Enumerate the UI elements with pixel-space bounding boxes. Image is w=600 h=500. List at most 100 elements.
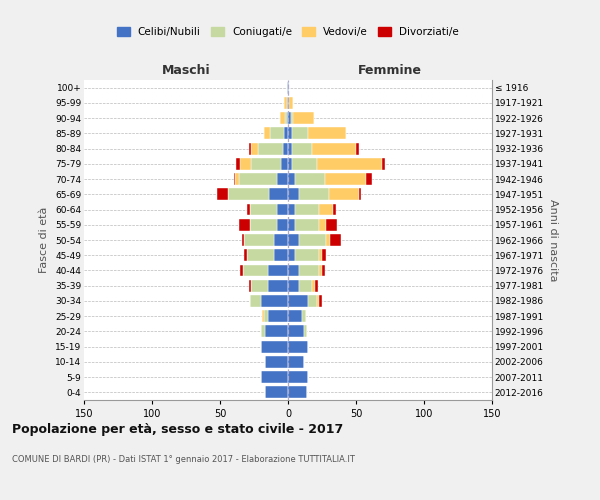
Bar	[288, 142, 292, 154]
Bar	[262, 310, 263, 322]
Bar	[263, 128, 271, 140]
Bar	[317, 295, 319, 307]
Bar	[250, 204, 277, 216]
Bar	[288, 97, 289, 109]
Bar	[325, 173, 365, 185]
Bar	[247, 204, 250, 216]
Bar	[317, 158, 382, 170]
Bar	[315, 280, 318, 291]
Bar	[295, 250, 319, 261]
Bar	[319, 204, 333, 216]
Bar	[288, 204, 295, 216]
Bar	[251, 280, 268, 291]
Bar	[322, 264, 325, 276]
Bar	[217, 188, 228, 200]
Bar	[293, 112, 314, 124]
Bar	[265, 326, 288, 338]
Bar	[288, 250, 295, 261]
Bar	[235, 173, 239, 185]
Bar	[285, 112, 287, 124]
Bar	[295, 204, 319, 216]
Bar	[241, 158, 251, 170]
Bar	[261, 326, 265, 338]
Bar	[263, 310, 268, 322]
Bar	[319, 295, 322, 307]
Bar	[274, 250, 288, 261]
Bar	[288, 128, 292, 140]
Bar	[288, 280, 299, 291]
Bar	[277, 219, 288, 230]
Bar	[250, 219, 277, 230]
Bar	[292, 142, 313, 154]
Bar	[304, 326, 307, 338]
Bar	[241, 264, 243, 276]
Bar	[299, 264, 319, 276]
Bar	[239, 219, 250, 230]
Bar	[261, 340, 288, 352]
Bar	[268, 280, 288, 291]
Text: Maschi: Maschi	[161, 64, 211, 77]
Bar	[271, 128, 284, 140]
Y-axis label: Anni di nascita: Anni di nascita	[548, 198, 558, 281]
Bar	[299, 280, 313, 291]
Legend: Celibi/Nubili, Coniugati/e, Vedovi/e, Divorziati/e: Celibi/Nubili, Coniugati/e, Vedovi/e, Di…	[113, 22, 463, 41]
Bar	[242, 234, 244, 246]
Bar	[288, 234, 299, 246]
Bar	[288, 158, 292, 170]
Bar	[248, 142, 251, 154]
Text: Femmine: Femmine	[358, 64, 422, 77]
Bar	[333, 204, 335, 216]
Bar	[265, 356, 288, 368]
Bar	[288, 188, 299, 200]
Bar	[313, 142, 356, 154]
Bar	[302, 310, 305, 322]
Bar	[382, 158, 385, 170]
Bar	[288, 264, 299, 276]
Bar	[268, 310, 288, 322]
Text: Popolazione per età, sesso e stato civile - 2017: Popolazione per età, sesso e stato civil…	[12, 422, 343, 436]
Bar	[288, 326, 304, 338]
Bar	[284, 97, 287, 109]
Bar	[295, 173, 325, 185]
Bar	[287, 82, 288, 94]
Bar	[288, 310, 302, 322]
Bar	[292, 128, 308, 140]
Bar	[239, 173, 277, 185]
Bar	[288, 173, 295, 185]
Bar	[274, 234, 288, 246]
Bar	[247, 250, 274, 261]
Text: COMUNE DI BARDI (PR) - Dati ISTAT 1° gennaio 2017 - Elaborazione TUTTITALIA.IT: COMUNE DI BARDI (PR) - Dati ISTAT 1° gen…	[12, 455, 355, 464]
Y-axis label: Fasce di età: Fasce di età	[40, 207, 49, 273]
Bar	[277, 173, 288, 185]
Bar	[250, 295, 261, 307]
Bar	[265, 386, 288, 398]
Bar	[287, 112, 288, 124]
Bar	[295, 219, 319, 230]
Bar	[326, 234, 330, 246]
Bar	[330, 234, 341, 246]
Bar	[284, 128, 288, 140]
Bar	[313, 280, 315, 291]
Bar	[288, 82, 289, 94]
Bar	[236, 158, 241, 170]
Bar	[233, 173, 235, 185]
Bar	[289, 97, 293, 109]
Bar	[329, 188, 359, 200]
Bar	[319, 250, 322, 261]
Bar	[308, 128, 346, 140]
Bar	[322, 250, 326, 261]
Bar	[269, 188, 288, 200]
Bar	[251, 142, 258, 154]
Bar	[288, 219, 295, 230]
Bar	[365, 173, 373, 185]
Bar	[288, 295, 308, 307]
Bar	[251, 158, 281, 170]
Bar	[356, 142, 359, 154]
Bar	[281, 158, 288, 170]
Bar	[277, 204, 288, 216]
Bar	[268, 264, 288, 276]
Bar	[228, 188, 269, 200]
Bar	[326, 219, 337, 230]
Bar	[359, 188, 361, 200]
Bar	[288, 371, 308, 383]
